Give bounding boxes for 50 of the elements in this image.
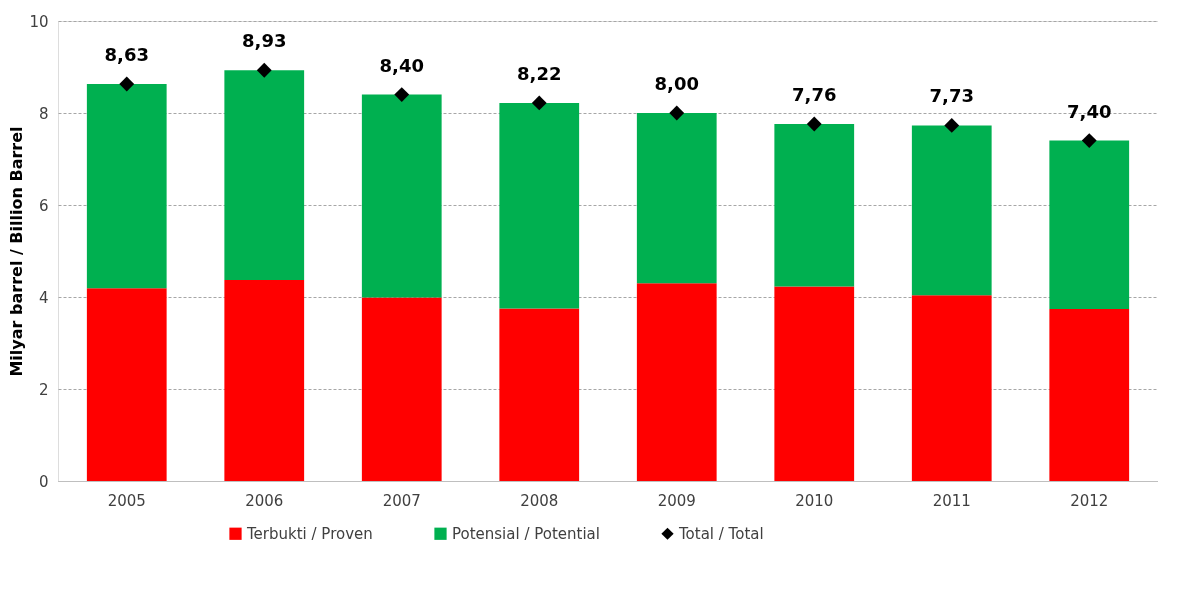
y-tick-label: 2 [38, 380, 49, 399]
bar [361, 297, 442, 481]
data-label: 8,40 [379, 54, 424, 76]
y-tick-label: 4 [38, 288, 49, 307]
data-label: 8,22 [517, 62, 562, 84]
point [531, 95, 547, 111]
point [119, 76, 135, 92]
legend-label: Terbukti / Proven [246, 524, 373, 543]
point [944, 118, 960, 133]
point [394, 87, 410, 103]
bar [499, 308, 580, 481]
bar [224, 279, 305, 481]
data-label: 7,73 [929, 85, 974, 107]
data-label: 7,40 [1067, 100, 1112, 122]
bar [636, 283, 717, 481]
x-tick-label: 2008 [520, 491, 559, 510]
y-tick-label: 0 [38, 472, 49, 491]
bar [1049, 140, 1130, 309]
y-tick-label: 6 [38, 196, 49, 215]
x-tick-label: 2011 [932, 491, 971, 510]
bar [911, 295, 992, 481]
x-tick-label: 2009 [657, 491, 696, 510]
bar [86, 84, 167, 289]
x-tick-label: 2007 [382, 491, 421, 510]
bar [224, 70, 305, 280]
bar [774, 124, 855, 287]
y-tick-label: 10 [29, 12, 49, 31]
data-label: 7,76 [792, 84, 837, 106]
y-axis-title: Milyar barrel / Billion Barrel [7, 126, 27, 377]
bar [774, 286, 855, 481]
data-label: 8,63 [104, 44, 149, 66]
point [806, 116, 822, 132]
bar [499, 102, 580, 309]
point [256, 62, 272, 78]
bar [636, 113, 717, 284]
x-tick-label: 2012 [1070, 491, 1109, 510]
legend-label: Total / Total [678, 524, 764, 543]
x-tick-label: 2010 [795, 491, 834, 510]
x-tick-label: 2006 [245, 491, 284, 510]
bar [86, 288, 167, 481]
legend-label: Potensial / Potential [452, 524, 600, 543]
bar [1049, 308, 1130, 481]
x-tick-label: 2005 [107, 491, 146, 510]
data-label: 8,00 [654, 73, 699, 94]
point [669, 105, 685, 121]
point [1081, 133, 1097, 149]
y-tick-label: 8 [38, 104, 49, 123]
data-label: 8,93 [242, 30, 287, 52]
bar [361, 94, 442, 298]
bar [911, 125, 992, 296]
